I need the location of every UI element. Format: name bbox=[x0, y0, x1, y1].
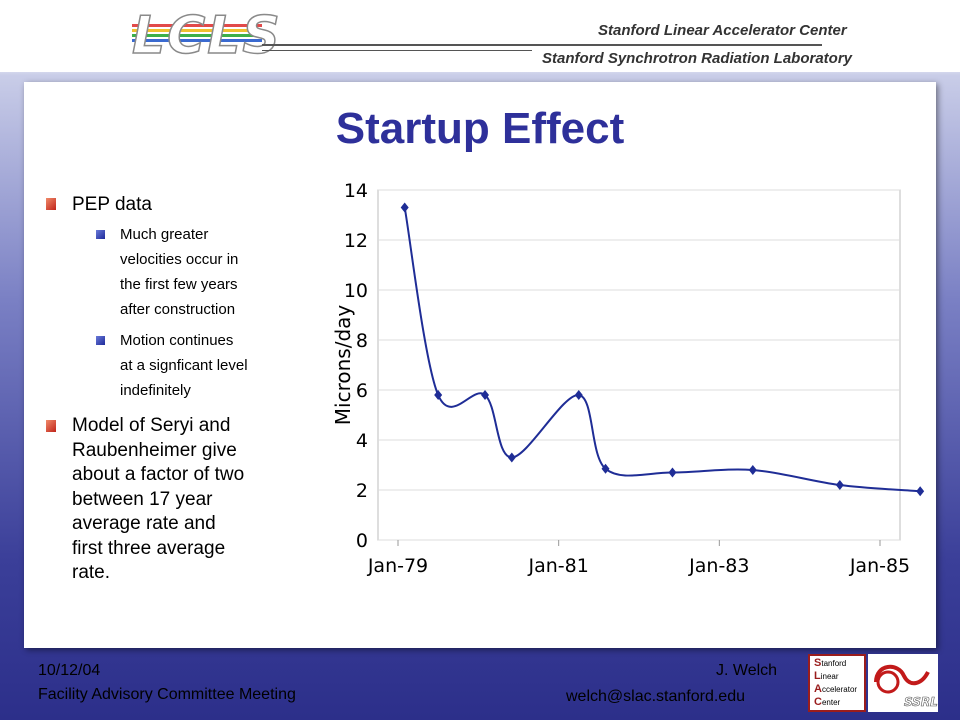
data-point bbox=[481, 390, 490, 400]
data-point bbox=[434, 390, 443, 400]
sub-bullet-marker bbox=[96, 336, 105, 345]
plot-frame bbox=[377, 189, 901, 541]
bullet-marker bbox=[46, 198, 56, 210]
header-rule-bottom bbox=[262, 50, 532, 51]
y-tick-labels: 0 2 4 6 8 10 12 14 bbox=[344, 180, 368, 552]
y-tick-label: 2 bbox=[356, 480, 368, 502]
y-tick-label: 6 bbox=[356, 380, 368, 402]
bullet-pep-data: PEP data bbox=[46, 194, 152, 216]
microns-per-day-chart: 0 2 4 6 8 10 12 14 Jan-79 Jan-81 Jan-83 Jan-85 Mic… bbox=[331, 180, 925, 577]
ssrl-logo-text: SSRL bbox=[904, 695, 938, 709]
sub-bullet-velocities: Much greater velocities occur in the fir… bbox=[96, 222, 239, 322]
data-point bbox=[748, 465, 757, 475]
gridlines bbox=[378, 189, 900, 541]
slac-logo-line: Linear bbox=[814, 670, 864, 683]
slac-logo-line: Center bbox=[814, 696, 864, 709]
footer-meeting: Facility Advisory Committee Meeting bbox=[38, 686, 296, 703]
bullet-model: Model of Seryi and Raubenheimer give abo… bbox=[46, 414, 245, 586]
logo-stripes bbox=[132, 24, 262, 50]
slac-logo-rest: enter bbox=[821, 698, 841, 707]
slac-logo-initial: S bbox=[814, 657, 822, 669]
y-tick-label: 14 bbox=[344, 180, 368, 202]
slac-logo: Stanford Linear Accelerator Center bbox=[808, 654, 866, 712]
x-tick-label: Jan-81 bbox=[528, 555, 589, 577]
x-tick-label: Jan-83 bbox=[688, 555, 749, 577]
slide-card: Startup Effect PEP data Much greater vel… bbox=[24, 82, 936, 648]
ssrl-logo: SSRL bbox=[868, 654, 938, 712]
slac-logo-initial: C bbox=[814, 696, 822, 708]
ssrl-logo-swoosh bbox=[874, 665, 930, 686]
y-tick-label: 12 bbox=[344, 230, 368, 252]
slide-title: Startup Effect bbox=[335, 104, 625, 153]
bullet-text: Model of Seryi and Raubenheimer give abo… bbox=[72, 415, 245, 583]
header-rule-top bbox=[262, 44, 822, 46]
data-point bbox=[916, 486, 925, 497]
data-point bbox=[668, 467, 677, 478]
y-axis-label: Microns/day bbox=[331, 305, 355, 426]
sub-bullet-motion: Motion continues at a signficant level i… bbox=[96, 328, 248, 403]
footer-date: 10/12/04 bbox=[38, 662, 101, 679]
institution-ssrl: Stanford Synchrotron Radiation Laborator… bbox=[542, 50, 853, 67]
slac-logo-rest: tanford bbox=[821, 659, 847, 668]
sub-bullet-marker bbox=[96, 230, 105, 239]
x-tick-label: Jan-79 bbox=[367, 555, 428, 577]
slac-logo-rest: inear bbox=[820, 672, 839, 681]
data-points bbox=[400, 202, 925, 497]
institution-slac: Stanford Linear Accelerator Center bbox=[598, 22, 847, 39]
footer-author: J. Welch bbox=[716, 662, 778, 679]
bullet-text: PEP data bbox=[72, 194, 152, 215]
header-bar: LCLS Stanford Linear Accelerator Center … bbox=[0, 0, 960, 72]
y-tick-label: 8 bbox=[356, 330, 368, 352]
data-point bbox=[835, 480, 844, 490]
slac-logo-initial: A bbox=[814, 683, 822, 695]
data-point bbox=[507, 452, 516, 463]
slac-logo-rest: ccelerator bbox=[821, 685, 858, 694]
bullet-marker bbox=[46, 420, 56, 432]
ssrl-logo-ring bbox=[876, 670, 900, 694]
x-tick-labels: Jan-79 Jan-81 Jan-83 Jan-85 bbox=[367, 540, 910, 577]
lcls-logo: LCLS bbox=[131, 6, 282, 66]
y-tick-label: 10 bbox=[344, 280, 368, 302]
y-tick-label: 0 bbox=[356, 530, 368, 552]
data-point bbox=[601, 463, 610, 474]
x-tick-label: Jan-85 bbox=[849, 555, 910, 577]
data-point bbox=[574, 390, 583, 400]
data-point bbox=[400, 202, 409, 213]
slac-logo-line: Accelerator bbox=[814, 683, 864, 696]
series-line bbox=[403, 207, 921, 493]
sub-bullet-text: Motion continues at a signficant level i… bbox=[120, 332, 248, 399]
slac-logo-line: Stanford bbox=[814, 657, 864, 670]
slac-logo-initial: L bbox=[814, 670, 821, 682]
footer-email: welch@slac.stanford.edu bbox=[566, 688, 745, 705]
sub-bullet-text: Much greater velocities occur in the fir… bbox=[120, 226, 239, 318]
y-tick-label: 4 bbox=[356, 430, 368, 452]
